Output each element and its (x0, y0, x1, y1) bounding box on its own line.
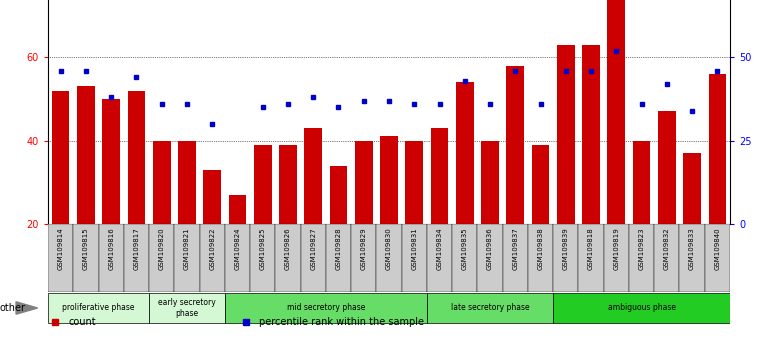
Bar (430, 128, 448, 224)
Text: GSM109833: GSM109833 (689, 227, 695, 270)
Bar (528, 224, 553, 292)
Text: GSM109839: GSM109839 (563, 227, 569, 270)
Bar (608, 0, 625, 224)
Text: late secretory phase: late secretory phase (450, 303, 529, 313)
Bar (276, 224, 300, 292)
Bar (553, 293, 730, 323)
Text: GSM109820: GSM109820 (159, 227, 165, 270)
Bar (77, 86, 95, 224)
Bar (503, 224, 528, 292)
Bar (99, 224, 124, 292)
Text: GSM109816: GSM109816 (108, 227, 114, 270)
Text: GSM109835: GSM109835 (462, 227, 468, 270)
Bar (553, 224, 578, 292)
Text: ambiguous phase: ambiguous phase (608, 303, 675, 313)
Bar (52, 91, 69, 224)
Text: GSM109817: GSM109817 (133, 227, 139, 270)
Bar (279, 145, 296, 224)
Bar (124, 224, 149, 292)
Text: GSM109825: GSM109825 (259, 227, 266, 270)
Text: GSM109815: GSM109815 (83, 227, 89, 270)
Text: GSM109823: GSM109823 (638, 227, 644, 270)
Text: GSM109836: GSM109836 (487, 227, 493, 270)
Bar (633, 141, 651, 224)
Bar (351, 224, 377, 292)
Text: GSM109834: GSM109834 (437, 227, 443, 270)
Bar (427, 224, 452, 292)
Bar (199, 224, 225, 292)
Text: GSM109828: GSM109828 (336, 227, 341, 270)
Bar (254, 145, 272, 224)
Bar (225, 293, 427, 323)
Text: proliferative phase: proliferative phase (62, 303, 135, 313)
Text: GSM109819: GSM109819 (614, 227, 619, 270)
Bar (152, 141, 170, 224)
Text: GSM109830: GSM109830 (386, 227, 392, 270)
Bar (406, 141, 423, 224)
Bar (48, 293, 149, 323)
Text: GSM109827: GSM109827 (310, 227, 316, 270)
Bar (507, 65, 524, 224)
Bar (178, 141, 196, 224)
Text: GSM109822: GSM109822 (209, 227, 215, 270)
Text: early secretory
phase: early secretory phase (158, 298, 216, 318)
Bar (654, 224, 679, 292)
Text: other: other (0, 303, 26, 313)
Bar (128, 91, 146, 224)
Bar (604, 224, 629, 292)
Bar (48, 224, 73, 292)
Bar (203, 170, 221, 224)
Bar (532, 145, 550, 224)
Bar (326, 224, 351, 292)
Bar (582, 45, 600, 224)
Text: GSM109831: GSM109831 (411, 227, 417, 270)
Bar (102, 99, 120, 224)
Bar (683, 153, 701, 224)
Bar (658, 112, 676, 224)
Bar (225, 224, 250, 292)
Text: GSM109837: GSM109837 (512, 227, 518, 270)
Bar (578, 224, 604, 292)
Text: GSM109824: GSM109824 (234, 227, 240, 270)
Bar (402, 224, 427, 292)
Text: percentile rank within the sample: percentile rank within the sample (259, 317, 424, 327)
Bar (300, 224, 326, 292)
Text: GSM109829: GSM109829 (360, 227, 367, 270)
Bar (705, 224, 730, 292)
Text: GSM109814: GSM109814 (58, 227, 64, 270)
Bar (377, 224, 402, 292)
Bar (456, 82, 474, 224)
Bar (380, 136, 398, 224)
Polygon shape (16, 302, 38, 314)
Bar (557, 45, 574, 224)
Bar (149, 293, 225, 323)
Text: count: count (69, 317, 96, 327)
Bar (229, 195, 246, 224)
Bar (149, 224, 174, 292)
Text: GSM109826: GSM109826 (285, 227, 291, 270)
Bar (679, 224, 705, 292)
Bar (250, 224, 276, 292)
Bar (477, 224, 503, 292)
Text: GSM109838: GSM109838 (537, 227, 544, 270)
Bar (481, 141, 499, 224)
Bar (629, 224, 654, 292)
Text: GSM109840: GSM109840 (715, 227, 721, 270)
Bar (452, 224, 477, 292)
Bar (427, 293, 553, 323)
Text: mid secretory phase: mid secretory phase (286, 303, 365, 313)
Bar (304, 128, 322, 224)
Bar (174, 224, 199, 292)
Bar (708, 74, 726, 224)
Text: GSM109821: GSM109821 (184, 227, 190, 270)
Bar (330, 166, 347, 224)
Bar (355, 141, 373, 224)
Bar (73, 224, 99, 292)
Text: GSM109818: GSM109818 (588, 227, 594, 270)
Text: GSM109832: GSM109832 (664, 227, 670, 270)
